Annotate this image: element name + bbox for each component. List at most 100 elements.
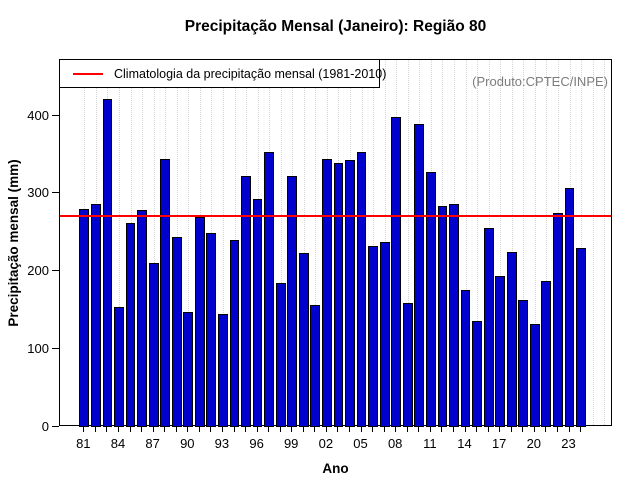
- x-tick: [164, 426, 166, 432]
- x-tick: [360, 426, 362, 432]
- bar-1988: [160, 159, 171, 427]
- bar-2001: [310, 305, 321, 427]
- x-tick-label: 90: [180, 436, 195, 451]
- bar-2017: [495, 275, 506, 427]
- bar-2024: [576, 247, 586, 427]
- bar-1995: [241, 175, 251, 427]
- plot-area: Climatologia da precipitação mensal (198…: [59, 59, 612, 427]
- gridline: [477, 60, 479, 425]
- bar-2005: [356, 152, 367, 427]
- x-tick: [580, 426, 581, 432]
- x-tick: [556, 426, 558, 432]
- x-tick: [83, 426, 85, 432]
- x-tick: [291, 426, 293, 432]
- x-tick: [268, 426, 270, 432]
- bar-1981: [79, 209, 90, 427]
- gridline: [465, 60, 467, 425]
- bar-1996: [252, 198, 263, 427]
- x-tick: [383, 426, 385, 432]
- x-tick: [510, 426, 512, 432]
- x-tick: [545, 426, 547, 432]
- x-tick: [441, 426, 443, 432]
- x-tick: [175, 426, 177, 432]
- bar-2007: [379, 241, 390, 427]
- x-tick: [325, 426, 327, 432]
- gridline: [511, 60, 513, 425]
- bar-2000: [298, 252, 309, 427]
- y-tick: [52, 347, 59, 349]
- gridline: [592, 60, 594, 425]
- gridline: [534, 60, 536, 425]
- x-tick: [337, 426, 339, 432]
- x-tick-label: 23: [561, 436, 576, 451]
- x-tick-label: 87: [145, 436, 160, 451]
- gridline: [373, 60, 375, 425]
- bar-1991: [194, 216, 205, 427]
- bar-1997: [264, 152, 275, 427]
- x-tick-label: 93: [214, 436, 230, 451]
- x-tick: [152, 426, 154, 432]
- bar-2016: [483, 228, 494, 427]
- gridline: [500, 60, 502, 425]
- bar-1984: [114, 307, 124, 427]
- x-tick: [406, 426, 408, 432]
- bar-2018: [506, 251, 517, 427]
- bar-2010: [414, 124, 425, 427]
- x-tick: [106, 426, 108, 432]
- x-tick: [279, 426, 281, 432]
- x-tick: [464, 426, 466, 432]
- gridline: [280, 60, 282, 425]
- bar-2002: [321, 159, 332, 427]
- x-tick-label: 02: [318, 436, 334, 451]
- bar-1990: [183, 312, 194, 427]
- bar-1982: [90, 204, 101, 427]
- bar-2019: [518, 300, 529, 427]
- x-tick: [349, 426, 350, 432]
- bar-1992: [206, 233, 217, 427]
- y-tick-label: 0: [41, 418, 49, 434]
- x-tick: [302, 426, 304, 432]
- legend-box: Climatologia da precipitação mensal (198…: [59, 59, 386, 88]
- x-tick-label: 99: [283, 436, 299, 451]
- bar-2004: [345, 160, 355, 427]
- bar-1999: [287, 176, 298, 427]
- gridline: [315, 60, 317, 425]
- gridline: [119, 60, 120, 425]
- climatology-line-sample: [73, 72, 103, 75]
- x-tick-label: 20: [526, 436, 542, 451]
- x-tick: [187, 426, 189, 432]
- y-tick: [52, 425, 59, 427]
- x-tick: [476, 426, 478, 432]
- x-tick-label: 84: [110, 436, 126, 451]
- y-tick: [52, 270, 59, 272]
- x-tick-label: 08: [387, 436, 403, 451]
- x-tick: [418, 426, 420, 432]
- bar-1994: [229, 240, 240, 427]
- bar-2022: [553, 212, 563, 427]
- x-tick: [429, 426, 431, 432]
- gridline: [153, 60, 155, 425]
- gridline: [407, 60, 409, 425]
- bar-2014: [460, 289, 471, 427]
- bar-2011: [425, 171, 436, 427]
- bar-2003: [333, 163, 344, 427]
- x-tick: [94, 426, 96, 432]
- x-tick-label: 96: [249, 436, 264, 451]
- x-tick-label: 14: [457, 436, 472, 451]
- product-label: (Produto:CPTEC/INPE): [472, 74, 608, 89]
- gridline: [546, 60, 548, 425]
- bar-1993: [218, 314, 228, 427]
- y-tick: [52, 114, 59, 116]
- bar-1983: [102, 98, 113, 427]
- x-tick: [487, 426, 489, 432]
- bar-1989: [171, 237, 182, 427]
- gridline: [303, 60, 305, 425]
- x-tick: [198, 426, 200, 432]
- bar-1985: [125, 223, 136, 427]
- x-tick: [568, 426, 570, 432]
- x-tick-label: 81: [76, 436, 91, 451]
- y-axis-title: Precipitação mensal (mm): [6, 159, 21, 327]
- bar-1987: [148, 263, 159, 427]
- bar-1998: [275, 282, 286, 427]
